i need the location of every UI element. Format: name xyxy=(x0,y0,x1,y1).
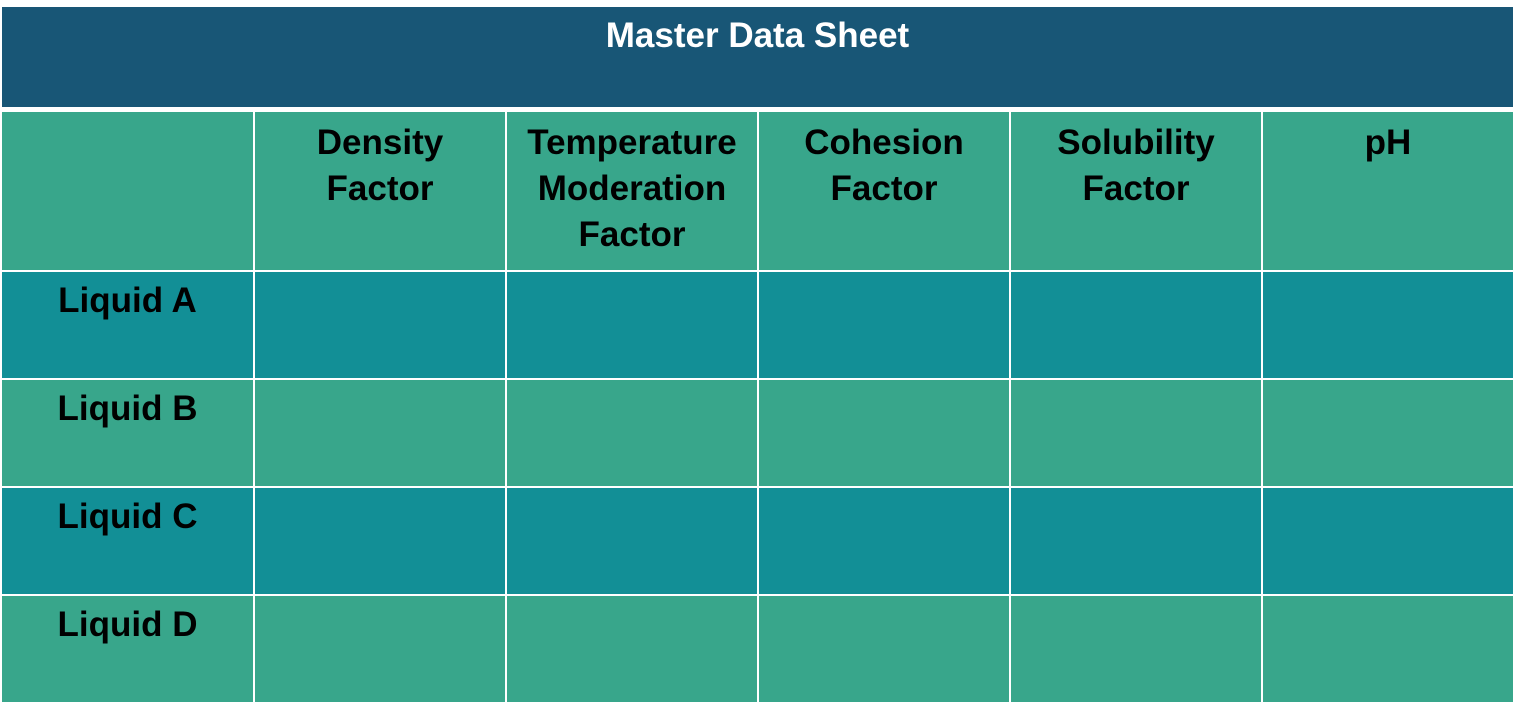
header-line: Cohesion xyxy=(804,123,964,162)
data-cell xyxy=(1009,594,1263,702)
data-cell xyxy=(757,270,1011,380)
header-line: Factor xyxy=(1082,169,1190,208)
row-label: Liquid A xyxy=(2,270,255,380)
sheet-title: Master Data Sheet xyxy=(2,7,1513,107)
table-row-liquid-b: Liquid B xyxy=(2,378,1513,488)
data-table: Density Factor Temperature Moderation Fa… xyxy=(2,110,1513,702)
data-cell xyxy=(1261,270,1513,380)
data-cell xyxy=(757,594,1011,702)
data-cell xyxy=(757,486,1011,596)
header-cell-ph: pH xyxy=(1261,110,1513,272)
row-label: Liquid D xyxy=(2,594,255,702)
header-cell-empty xyxy=(2,110,255,272)
data-cell xyxy=(253,486,507,596)
table-row-liquid-c: Liquid C xyxy=(2,486,1513,596)
data-cell xyxy=(1261,378,1513,488)
data-cell xyxy=(757,378,1011,488)
header-line: Moderation xyxy=(537,169,727,208)
header-line: pH xyxy=(1364,123,1412,162)
table-row-liquid-a: Liquid A xyxy=(2,270,1513,380)
row-label: Liquid C xyxy=(2,486,255,596)
table-header-row: Density Factor Temperature Moderation Fa… xyxy=(2,110,1513,272)
data-cell xyxy=(253,594,507,702)
header-line: Factor xyxy=(326,169,434,208)
data-cell xyxy=(505,378,759,488)
header-cell-cohesion-factor: Cohesion Factor xyxy=(757,110,1011,272)
data-cell xyxy=(1009,486,1263,596)
header-line: Density xyxy=(316,123,444,162)
data-cell xyxy=(505,270,759,380)
data-cell xyxy=(1009,270,1263,380)
header-cell-density-factor: Density Factor xyxy=(253,110,507,272)
data-cell xyxy=(505,486,759,596)
data-cell xyxy=(1261,594,1513,702)
data-cell xyxy=(1261,486,1513,596)
header-cell-solubility-factor: Solubility Factor xyxy=(1009,110,1263,272)
data-cell xyxy=(1009,378,1263,488)
data-cell xyxy=(253,270,507,380)
header-cell-temperature-moderation-factor: Temperature Moderation Factor xyxy=(505,110,759,272)
master-data-sheet: Master Data Sheet Density Factor Tempera… xyxy=(2,7,1513,702)
data-cell xyxy=(253,378,507,488)
header-line: Temperature xyxy=(527,123,737,162)
row-label: Liquid B xyxy=(2,378,255,488)
table-row-liquid-d: Liquid D xyxy=(2,594,1513,702)
header-line: Factor xyxy=(830,169,938,208)
data-cell xyxy=(505,594,759,702)
header-line: Solubility xyxy=(1057,123,1215,162)
header-line: Factor xyxy=(578,215,686,254)
